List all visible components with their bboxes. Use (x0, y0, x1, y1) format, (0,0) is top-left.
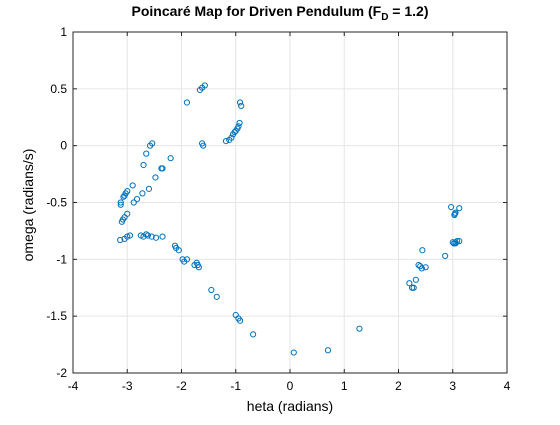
data-point (418, 265, 425, 272)
data-point (194, 261, 201, 269)
data-point (143, 150, 150, 157)
data-point (199, 140, 206, 147)
data-point (290, 349, 297, 356)
data-point (236, 317, 244, 324)
data-point (452, 209, 459, 216)
data-point (213, 293, 220, 300)
y-tick-label: -1.5 (46, 309, 67, 323)
x-tick-label: 0 (287, 379, 294, 393)
data-point (226, 136, 233, 144)
data-point (222, 138, 230, 145)
data-point (183, 99, 191, 106)
data-point (410, 284, 417, 291)
data-point (133, 195, 141, 203)
y-tick-label: -0.5 (46, 196, 67, 210)
data-point (152, 174, 159, 181)
data-point (143, 231, 150, 238)
y-tick-label: -2 (56, 366, 67, 380)
data-point (196, 86, 204, 94)
data-point (201, 82, 208, 89)
data-point (144, 232, 151, 239)
x-tick-label: -4 (68, 379, 79, 393)
y-axis-label: omega (radians/s) (20, 148, 36, 262)
data-point (119, 216, 127, 223)
data-point (121, 192, 128, 199)
data-point (250, 331, 257, 338)
x-tick-label: -2 (176, 379, 187, 393)
data-point (229, 131, 237, 138)
x-axis-label: heta (radians) (246, 398, 334, 414)
data-point (130, 199, 137, 206)
data-point (208, 286, 215, 294)
data-point (238, 102, 245, 109)
data-point (117, 236, 124, 244)
data-point (236, 99, 244, 106)
data-point (452, 239, 459, 246)
y-tick-label: -1 (56, 252, 67, 266)
x-tick-label: 3 (449, 379, 456, 393)
data-point (456, 238, 463, 245)
y-tick-label: 0 (60, 139, 67, 153)
x-tick-label: 1 (341, 379, 348, 393)
chart-title: Poincaré Map for Driven Pendulum (FD = 1… (0, 3, 560, 23)
data-point (456, 205, 463, 212)
data-point (422, 264, 429, 271)
data-point (453, 238, 461, 245)
data-point (419, 247, 426, 254)
data-point (183, 256, 191, 263)
data-point (145, 185, 153, 192)
chart-title-subscript: D (381, 11, 389, 23)
chart-title-suffix: = 1.2) (388, 3, 429, 19)
data-point (406, 280, 413, 287)
x-tick-label: 4 (504, 379, 511, 393)
data-point (120, 193, 127, 200)
data-point (324, 347, 332, 354)
y-tick-label: 0.5 (50, 82, 67, 96)
data-point (415, 261, 422, 269)
data-point (152, 234, 160, 241)
data-point (126, 232, 134, 239)
x-tick-label: -1 (230, 379, 241, 393)
x-tick-label: 2 (395, 379, 402, 393)
data-point (412, 276, 419, 283)
data-point (117, 201, 124, 208)
chart-title-prefix: Poincaré Map for Driven Pendulum (F (131, 3, 382, 19)
data-point (149, 140, 156, 147)
data-point (159, 165, 166, 172)
data-point (167, 155, 174, 162)
data-point (139, 190, 146, 197)
data-point (129, 182, 136, 189)
data-point (356, 325, 363, 332)
data-point (448, 203, 455, 211)
data-point (148, 233, 155, 240)
y-tick-label: 1 (60, 25, 67, 39)
data-point (140, 161, 147, 169)
data-point (442, 252, 449, 260)
x-tick-label: -3 (122, 379, 133, 393)
data-point (159, 233, 166, 240)
data-point (175, 247, 182, 254)
data-point (117, 199, 124, 206)
data-point (236, 119, 243, 127)
